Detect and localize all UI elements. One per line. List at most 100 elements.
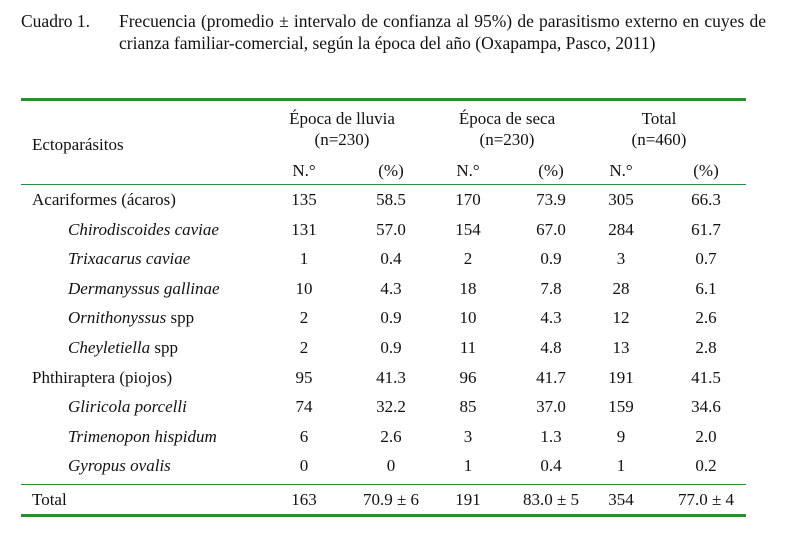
group-header-dry: Época de seca (n=230) <box>432 108 582 150</box>
table-cell: 2 <box>463 249 473 269</box>
table-cell: 0.9 <box>380 337 402 357</box>
table-cell: 191 <box>608 367 634 387</box>
species-name: Gliricola porcelli <box>68 397 187 417</box>
table-cell: 1 <box>299 249 309 269</box>
table-cell: 0 <box>299 456 309 476</box>
row-label: Trixacarus caviae <box>68 249 190 269</box>
table-cell: 0.4 <box>380 249 402 269</box>
species-name: Trimenopon hispidum <box>68 426 217 446</box>
group-header-rain: Época de lluvia (n=230) <box>267 108 417 150</box>
table-cell: 73.9 <box>536 190 566 209</box>
group-title: Total <box>641 109 677 128</box>
caption-label: Cuadro 1. <box>21 11 91 31</box>
total-cell: 163 <box>291 489 317 509</box>
table-cell: 34.6 <box>691 397 721 417</box>
species-suffix: spp <box>150 337 179 357</box>
table-cell: 4.3 <box>540 308 562 328</box>
subheader-count: N.° <box>609 161 633 180</box>
subheader-count: N.° <box>292 161 316 180</box>
table-cell: 9 <box>616 426 626 446</box>
table-row: Dermanyssus gallinae 10 4.3 18 7.8 28 6.1 <box>21 274 746 304</box>
table-cell: 159 <box>608 397 634 417</box>
table-cell: 41.3 <box>376 367 406 387</box>
table-cell: 37.0 <box>536 397 566 417</box>
table-cell: 74 <box>295 397 313 417</box>
total-row: Total 163 70.9 ± 6 191 83.0 ± 5 354 77.0… <box>21 485 746 514</box>
table-cell: 135 <box>291 190 317 209</box>
table-cell: 58.5 <box>376 190 406 209</box>
table-subheader: N.° (%) N.° (%) N.° (%) <box>21 158 746 184</box>
table-cell: 3 <box>616 249 626 269</box>
row-label: Acariformes (ácaros) <box>32 190 176 210</box>
table-cell: 305 <box>608 190 634 209</box>
row-label: Gliricola porcelli <box>68 397 187 417</box>
table-cell: 41.5 <box>691 367 721 387</box>
table-cell: 0.9 <box>380 308 402 328</box>
table-cell: 66.3 <box>691 190 721 209</box>
group-n: (n=460) <box>631 130 687 149</box>
total-cell: 77.0 ± 4 <box>677 489 735 509</box>
group-n: (n=230) <box>479 130 535 149</box>
species-name: Ornithonyssus <box>68 308 167 328</box>
table-row: Gliricola porcelli 74 32.2 85 37.0 159 34.6 <box>21 392 746 422</box>
species-suffix: spp <box>166 308 195 328</box>
species-name: Dermanyssus gallinae <box>68 278 220 298</box>
subheader-count: N.° <box>456 161 480 180</box>
table-cell: 41.7 <box>536 367 566 387</box>
row-label: Chirodiscoides caviae <box>68 220 219 240</box>
table-cell: 0 <box>386 456 396 476</box>
top-rule <box>21 98 746 101</box>
table-cell: 57.0 <box>376 219 406 239</box>
table-cell: 170 <box>455 190 481 209</box>
table-cell: 0.4 <box>540 456 562 476</box>
row-label: Phthiraptera (piojos) <box>32 368 172 388</box>
table-row: Trimenopon hispidum 6 2.6 3 1.3 9 2.0 <box>21 422 746 452</box>
row-label-text: Phthiraptera (piojos) <box>32 367 173 387</box>
total-rule <box>21 483 746 485</box>
row-header-label: Ectoparásitos <box>32 135 124 154</box>
total-cell: 83.0 ± 5 <box>522 489 580 509</box>
row-label: Trimenopon hispidum <box>68 427 217 447</box>
table-cell: 96 <box>459 367 477 387</box>
species-name: Cheyletiella <box>68 337 151 357</box>
data-table: Ectoparásitos Época de lluvia (n=230) Ép… <box>21 98 746 517</box>
table-cell: 2.6 <box>380 426 402 446</box>
table-cell: 2 <box>299 337 309 357</box>
table-row: Chirodiscoides caviae 131 57.0 154 67.0 284 61… <box>21 215 746 245</box>
table-cell: 6.1 <box>695 278 717 298</box>
subheader-percent: (%) <box>538 161 564 180</box>
table-cell: 7.8 <box>540 278 562 298</box>
table-cell: 2.8 <box>695 337 717 357</box>
table-row: Phthiraptera (piojos) 95 41.3 96 41.7 191 41.5 <box>21 363 746 393</box>
table-cell: 85 <box>459 397 477 417</box>
table-cell: 3 <box>463 426 473 446</box>
header-rule <box>21 184 746 185</box>
table-cell: 131 <box>291 219 317 239</box>
table-header: Ectoparásitos Época de lluvia (n=230) Ép… <box>21 101 746 158</box>
table-cell: 6 <box>299 426 309 446</box>
table-cell: 12 <box>612 308 630 328</box>
total-cell: 354 <box>608 489 634 509</box>
table-cell: 1 <box>616 456 626 476</box>
table-row: Trixacarus caviae 1 0.4 2 0.9 3 0.7 <box>21 244 746 274</box>
table-cell: 11 <box>459 337 477 357</box>
table-cell: 0.9 <box>540 249 562 269</box>
row-label: Cheyletiella spp <box>68 338 178 358</box>
group-n: (n=230) <box>314 130 370 149</box>
row-label: Ornithonyssus spp <box>68 308 194 328</box>
table-row: Ornithonyssus spp 2 0.9 10 4.3 12 2.6 <box>21 303 746 333</box>
table-cell: 4.3 <box>380 278 402 298</box>
group-title: Época de lluvia <box>289 109 395 128</box>
row-label: Dermanyssus gallinae <box>68 279 220 299</box>
table-cell: 2.0 <box>695 426 717 446</box>
subheader-percent: (%) <box>693 161 719 180</box>
total-cell: 191 <box>455 489 481 509</box>
table-cell: 154 <box>455 219 481 239</box>
table-cell: 2 <box>299 308 309 328</box>
bottom-rule <box>21 513 746 517</box>
table-cell: 0.7 <box>695 249 717 269</box>
table-cell: 95 <box>295 367 313 387</box>
table-cell: 10 <box>295 278 313 298</box>
table-cell: 18 <box>459 278 477 298</box>
table-body: Acariformes (ácaros) 135 58.5 170 73.9 305 66.… <box>21 185 746 481</box>
